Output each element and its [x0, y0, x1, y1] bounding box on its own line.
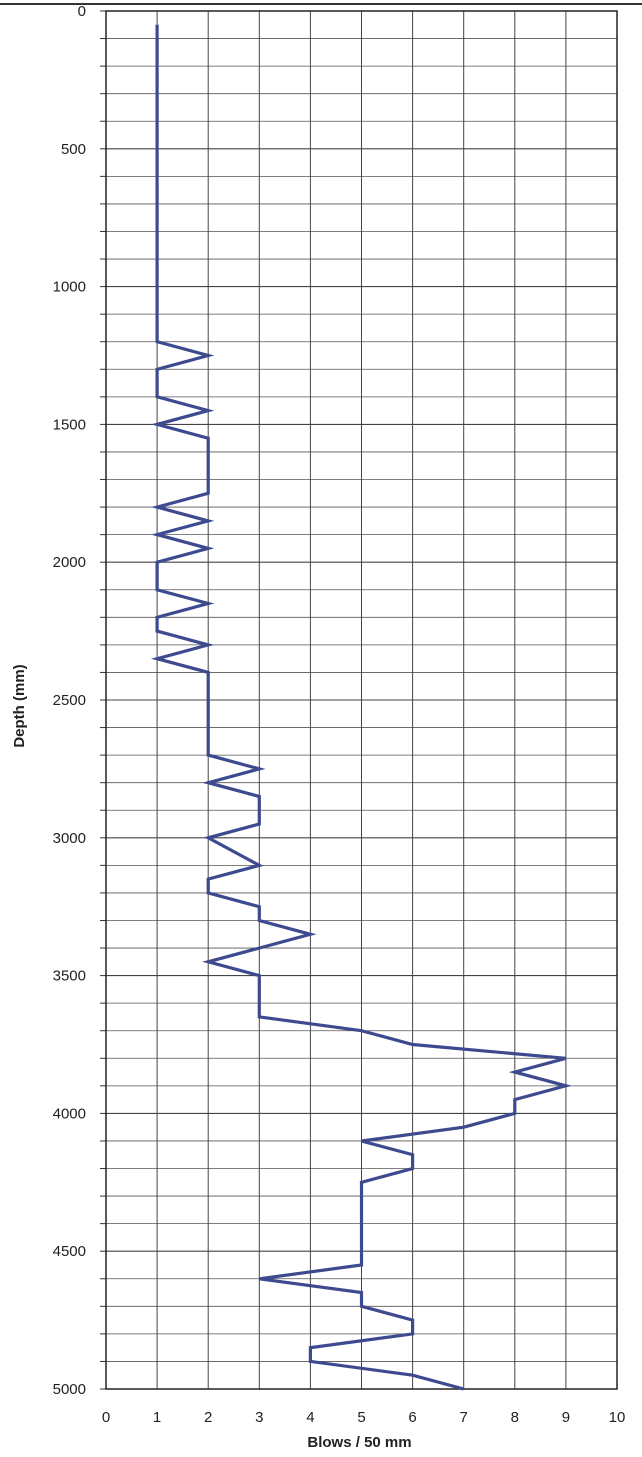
x-tick-label: 2: [204, 1409, 212, 1426]
y-tick-label: 0: [78, 3, 86, 20]
x-tick-label: 8: [511, 1409, 519, 1426]
x-tick-label: 5: [357, 1409, 365, 1426]
x-tick-label: 4: [306, 1409, 314, 1426]
y-tick-label: 4000: [53, 1105, 86, 1122]
grid: [100, 10, 618, 1390]
plot-frame: [105, 10, 618, 1390]
x-tick-label: 10: [609, 1409, 626, 1426]
y-tick-label: 5000: [53, 1381, 86, 1398]
y-tick-label: 1000: [53, 279, 86, 296]
x-tick-label: 0: [102, 1409, 110, 1426]
y-tick-labels: 0 500 1000 1500 2000 2500 3000 3500 4000 4500 5000: [53, 3, 86, 1398]
y-tick-label: 2500: [53, 692, 86, 709]
y-tick-label: 3000: [53, 830, 86, 847]
y-tick-label: 500: [61, 141, 86, 158]
y-tick-label: 2000: [53, 554, 86, 571]
x-tick-label: 9: [562, 1409, 570, 1426]
x-tick-label: 7: [460, 1409, 468, 1426]
y-axis-title: Depth (mm): [11, 664, 28, 747]
x-tick-labels: 0 1 2 3 4 5 6 7 8 9 10: [102, 1409, 626, 1426]
series-line: [150, 24, 573, 1391]
y-tick-label: 1500: [53, 416, 86, 433]
x-axis-title: Blows / 50 mm: [307, 1434, 411, 1451]
y-tick-label: 3500: [53, 968, 86, 985]
x-tick-label: 3: [255, 1409, 263, 1426]
x-tick-label: 6: [408, 1409, 416, 1426]
y-tick-label: 4500: [53, 1243, 86, 1260]
x-tick-label: 1: [153, 1409, 161, 1426]
